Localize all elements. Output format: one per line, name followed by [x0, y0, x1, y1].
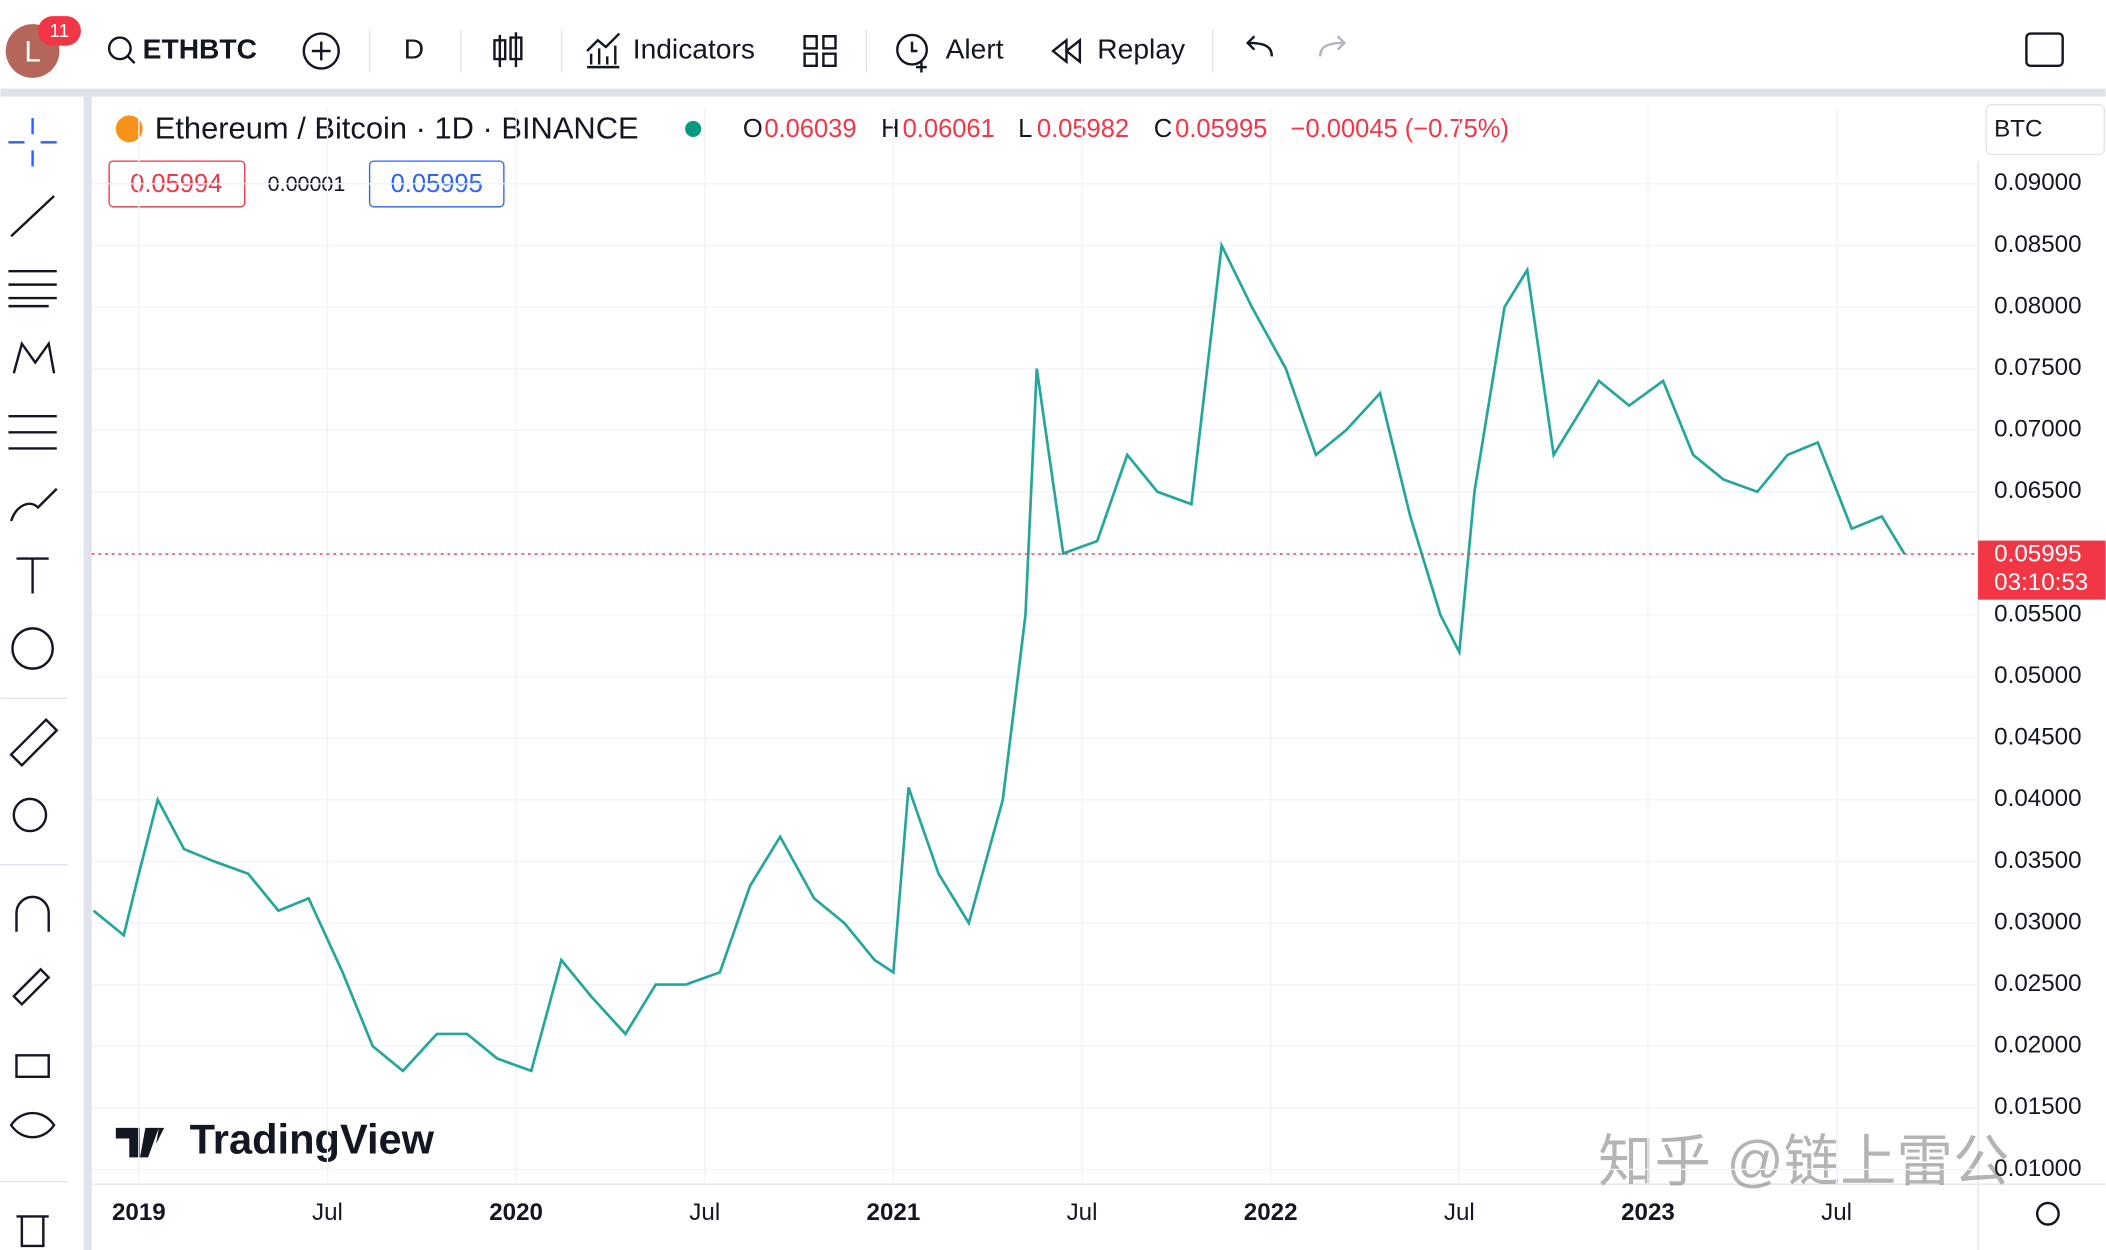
magnet-tool[interactable] [15, 895, 50, 932]
x-tick-label: Jul [689, 1199, 720, 1226]
x-tick-label: Jul [1821, 1199, 1852, 1226]
ohlc-label: L [1018, 115, 1032, 143]
y-tick-label: 0.03000 [1994, 908, 2081, 935]
y-tick-label: 0.08000 [1994, 292, 2081, 319]
y-tick-label: 0.05000 [1994, 662, 2081, 689]
toolbar-border [0, 88, 2106, 97]
visibility-tool[interactable] [9, 1111, 56, 1139]
forecast-tool[interactable] [8, 415, 57, 450]
avatar-letter: L [24, 36, 40, 69]
y-tick-label: 0.06500 [1994, 477, 2081, 504]
y-tick-label: 0.04500 [1994, 724, 2081, 751]
chart-type[interactable] [493, 32, 523, 68]
y-tick-label: 0.09000 [1994, 169, 2081, 196]
indicators-icon [586, 32, 621, 69]
indicators-button[interactable]: Indicators [633, 32, 755, 64]
crosshair-tool[interactable] [8, 118, 57, 167]
y-tick-label: 0.07500 [1994, 354, 2081, 381]
x-tick-label: 2021 [867, 1199, 921, 1226]
x-tick-label: 2023 [1621, 1199, 1675, 1226]
ohlc-label: C [1154, 115, 1172, 143]
lock-drawings[interactable] [12, 967, 51, 1007]
add-symbol-icon [311, 41, 331, 61]
last-price-tag [1978, 540, 2106, 600]
x-tick-label: 2020 [489, 1199, 543, 1226]
undo[interactable] [1245, 35, 1274, 57]
market-status [685, 120, 702, 137]
add-symbol[interactable] [302, 32, 340, 70]
price-line [92, 240, 1906, 1073]
redo[interactable] [1318, 35, 1347, 57]
replay-button[interactable]: Replay [1097, 32, 1186, 64]
delete-tool[interactable] [16, 1215, 49, 1248]
badge-count: 11 [50, 20, 70, 41]
text-tool[interactable] [16, 557, 49, 594]
settings[interactable] [2035, 1201, 2060, 1226]
currency-select[interactable] [1985, 104, 2105, 156]
y-tick-label: 0.01500 [1994, 1093, 2081, 1120]
y-tick-label: 0.03500 [1994, 847, 2081, 874]
alert-icon [910, 41, 927, 73]
search-icon [107, 36, 132, 61]
pattern-tool[interactable] [12, 340, 56, 374]
x-tick-label: 2019 [112, 1199, 166, 1226]
y-tick-label: 0.02000 [1994, 1032, 2081, 1059]
ohlc-label: O [743, 115, 763, 143]
ohlc-value: 0.05982 [1037, 115, 1129, 143]
replay-icon [1051, 37, 1082, 65]
search-icon [127, 55, 136, 64]
brush-tool[interactable] [9, 487, 58, 522]
layouts[interactable] [803, 35, 837, 67]
fib-tool[interactable] [8, 270, 57, 308]
badge [37, 16, 81, 46]
currency: BTC [1994, 116, 2042, 143]
fullscreen[interactable] [2025, 32, 2064, 67]
legend-title: Ethereum / Bitcoin · 1D · BINANCE [155, 110, 639, 145]
y-tick-label: 0.05500 [1994, 600, 2081, 627]
watermark: 知乎 @链上雷公 [1598, 1129, 2009, 1192]
ohlc-value: 0.06061 [903, 115, 995, 143]
symbol[interactable]: ETHBTC [143, 32, 257, 64]
y-tick-label: 0.07000 [1994, 416, 2081, 443]
y-tick-label: 0.04000 [1994, 785, 2081, 812]
change: −0.00045 (−0.75%) [1291, 115, 1509, 143]
interval[interactable]: D [404, 32, 424, 64]
ohlc-value: 0.06039 [764, 115, 856, 143]
branding: TradingView [190, 1116, 435, 1163]
zoom-tool[interactable] [12, 797, 48, 833]
unlock-tool[interactable] [15, 1054, 50, 1079]
last-price-label: 0.05995 [1994, 541, 2081, 568]
x-tick-label: Jul [312, 1199, 343, 1226]
emoji-tool[interactable] [11, 627, 54, 670]
x-tick-label: 2022 [1244, 1199, 1298, 1226]
y-tick-label: 0.02500 [1994, 970, 2081, 997]
alert-button[interactable]: Alert [946, 32, 1004, 64]
countdown: 03:10:53 [1994, 569, 2088, 596]
x-tick-label: Jul [1067, 1199, 1098, 1226]
ohlc-label: H [881, 115, 899, 143]
alert-icon [896, 33, 928, 66]
y-tick-label: 0.08500 [1994, 231, 2081, 258]
ruler-tool[interactable] [9, 717, 59, 768]
symbol-logo [115, 115, 143, 143]
line-tool[interactable] [10, 195, 55, 238]
ohlc-value: 0.05995 [1175, 115, 1267, 143]
y-tick-label: 0.01000 [1994, 1155, 2081, 1182]
sidebar-border [83, 96, 92, 1250]
x-tick-label: Jul [1444, 1199, 1475, 1226]
